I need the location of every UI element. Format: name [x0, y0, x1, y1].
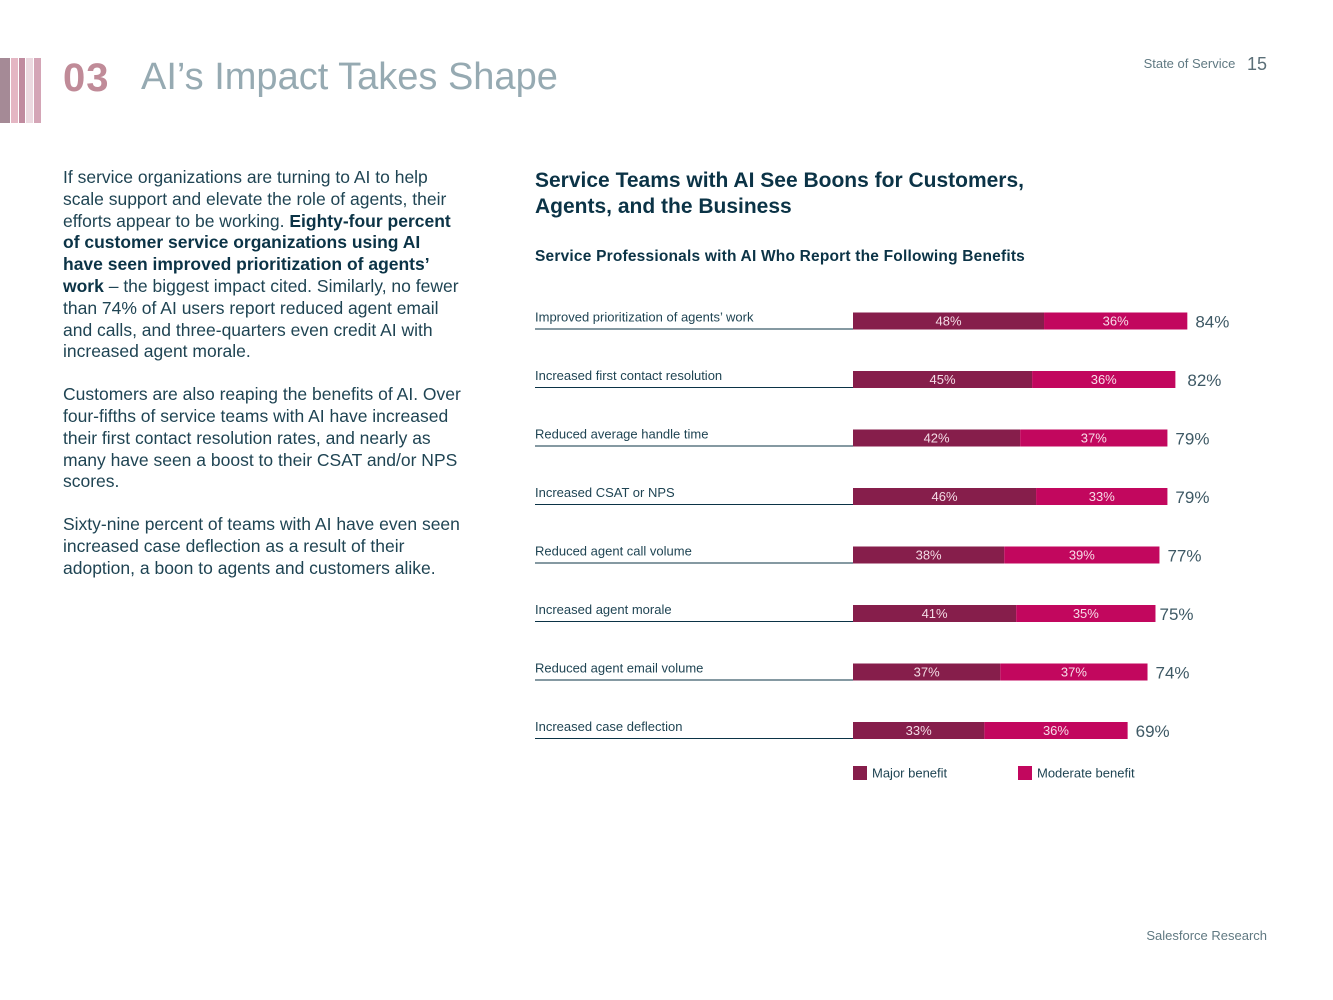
data-label-major: 48%	[936, 314, 962, 329]
category-label: Increased CSAT or NPS	[535, 485, 675, 500]
category-label: Increased case deflection	[535, 719, 682, 734]
page-title: AI’s Impact Takes Shape	[141, 56, 558, 98]
report-name: State of Service	[1143, 56, 1236, 71]
data-label-major: 41%	[922, 606, 948, 621]
data-label-total: 75%	[1160, 605, 1194, 624]
data-label-moderate: 33%	[1089, 489, 1115, 504]
legend-swatch-moderate	[1018, 766, 1032, 780]
data-label-moderate: 36%	[1103, 314, 1129, 329]
bar-moderate-benefit	[1004, 546, 1160, 564]
bar-major-benefit	[853, 371, 1033, 388]
paragraph: Customers are also reaping the benefits …	[63, 384, 461, 492]
stripe	[11, 58, 18, 123]
stripe	[26, 58, 33, 123]
legend-label-moderate: Moderate benefit	[1037, 766, 1135, 781]
category-label: Improved prioritization of agents’ work	[535, 310, 754, 325]
paragraph: If service organizations are turning to …	[63, 167, 459, 362]
data-label-total: 74%	[1156, 664, 1190, 683]
bar-moderate-benefit	[1016, 605, 1156, 622]
data-label-total: 84%	[1195, 313, 1229, 332]
stripe	[19, 58, 25, 123]
chart-subtitle: Service Professionals with AI Who Report…	[535, 248, 1026, 265]
bar-moderate-benefit	[1044, 312, 1188, 330]
bar-major-benefit	[853, 488, 1037, 505]
bar-major-benefit	[853, 722, 985, 739]
chart-title: Service Teams with AI See Boons for Cust…	[535, 169, 1024, 218]
bar-moderate-benefit	[1000, 663, 1148, 681]
data-label-moderate: 37%	[1061, 665, 1087, 680]
data-label-major: 37%	[914, 665, 940, 680]
data-label-moderate: 35%	[1073, 606, 1099, 621]
section-color-stripes	[0, 58, 41, 123]
data-label-major: 33%	[906, 723, 932, 738]
bar-major-benefit	[853, 312, 1045, 330]
category-label: Reduced agent email volume	[535, 661, 703, 676]
bar-moderate-benefit	[1020, 429, 1168, 447]
data-label-major: 45%	[930, 372, 956, 387]
section-number: 03	[63, 56, 110, 100]
body-text: If service organizations are turning to …	[63, 167, 463, 601]
footer-source: Salesforce Research	[1146, 928, 1267, 943]
legend-swatch-major	[853, 766, 867, 780]
paragraph: Sixty-nine percent of teams with AI have…	[63, 514, 460, 578]
data-label-total: 79%	[1175, 488, 1209, 507]
data-label-major: 38%	[916, 548, 942, 563]
bar-major-benefit	[853, 663, 1001, 681]
data-label-total: 82%	[1187, 371, 1221, 390]
data-label-major: 42%	[924, 431, 950, 446]
data-label-major: 46%	[932, 489, 958, 504]
bar-major-benefit	[853, 429, 1021, 447]
stripe	[0, 58, 10, 123]
report-header: State of Service 15	[1144, 54, 1267, 75]
category-label: Reduced agent call volume	[535, 544, 692, 559]
bar-moderate-benefit	[984, 722, 1128, 739]
data-label-moderate: 37%	[1081, 431, 1107, 446]
data-label-total: 69%	[1136, 722, 1170, 741]
stripe	[34, 58, 41, 123]
bar-major-benefit	[853, 546, 1005, 564]
category-label: Increased agent morale	[535, 602, 672, 617]
data-label-total: 77%	[1167, 547, 1201, 566]
data-label-moderate: 39%	[1069, 548, 1095, 563]
legend-label-major: Major benefit	[872, 766, 948, 781]
bar-moderate-benefit	[1036, 488, 1168, 505]
data-label-total: 79%	[1175, 430, 1209, 449]
category-label: Reduced average handle time	[535, 427, 708, 442]
data-label-moderate: 36%	[1043, 723, 1069, 738]
page-number: 15	[1246, 54, 1267, 74]
bar-major-benefit	[853, 605, 1017, 622]
highlight-text: Eighty-four percent of customer service …	[63, 210, 451, 296]
category-label: Increased first contact resolution	[535, 368, 722, 383]
data-label-moderate: 36%	[1091, 372, 1117, 387]
bar-moderate-benefit	[1032, 371, 1176, 388]
